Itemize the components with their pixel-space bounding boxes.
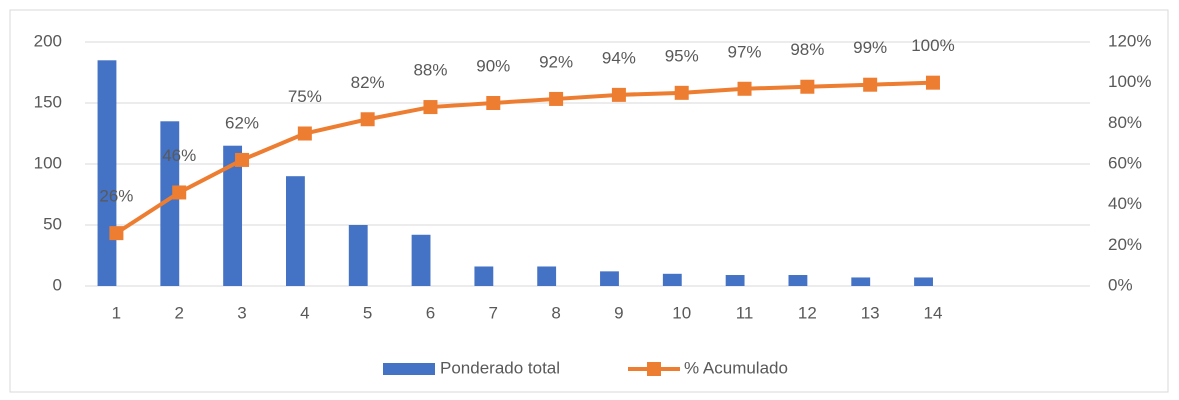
bar: [537, 266, 557, 286]
bar: [286, 176, 305, 286]
data-label: 88%: [413, 61, 447, 80]
data-label: 100%: [911, 36, 954, 55]
data-label: 82%: [351, 73, 385, 92]
y2-tick-label: 120%: [1108, 31, 1151, 50]
line-marker: [172, 185, 187, 200]
x-tick-label: 1: [112, 303, 121, 322]
data-label: 92%: [539, 52, 573, 71]
line-marker: [674, 85, 689, 100]
line-marker: [109, 226, 124, 241]
bar: [662, 273, 682, 286]
x-tick-label: 14: [924, 303, 943, 322]
y2-tick-label: 80%: [1108, 113, 1142, 132]
y-tick-label: 200: [34, 31, 62, 50]
bar: [474, 266, 494, 286]
line-marker: [925, 75, 940, 90]
x-tick-label: 10: [672, 303, 691, 322]
bar: [160, 121, 180, 286]
data-label: 99%: [853, 38, 887, 57]
line-marker: [737, 81, 752, 96]
line-marker: [863, 77, 878, 92]
legend-swatch: [647, 362, 661, 376]
data-label: 95%: [665, 46, 699, 65]
data-label: 90%: [476, 56, 510, 75]
x-tick-label: 9: [614, 303, 623, 322]
line-marker: [423, 100, 438, 115]
data-label: 97%: [728, 42, 762, 61]
line-marker: [360, 112, 375, 127]
x-tick-label: 8: [551, 303, 560, 322]
x-tick-label: 6: [426, 303, 435, 322]
y2-tick-label: 20%: [1108, 235, 1142, 254]
y-tick-label: 0: [53, 275, 62, 294]
chart-border: [9, 9, 1169, 393]
y2-tick-label: 60%: [1108, 153, 1142, 172]
y2-tick-label: 40%: [1108, 194, 1142, 213]
data-label: 46%: [162, 146, 196, 165]
legend-swatch: [383, 363, 435, 375]
x-tick-label: 2: [174, 303, 183, 322]
y-tick-label: 50: [43, 214, 62, 233]
bar: [725, 275, 745, 286]
y-tick-label: 100: [34, 153, 62, 172]
x-tick-label: 11: [736, 303, 754, 322]
y2-tick-label: 0%: [1108, 275, 1133, 294]
line: [115, 80, 934, 235]
x-tick-label: 4: [300, 303, 309, 322]
legend-label: % Acumulado: [684, 358, 788, 377]
bar: [600, 271, 619, 286]
bar: [851, 277, 871, 286]
bar: [223, 145, 243, 286]
line-marker: [235, 152, 250, 167]
data-label: 26%: [99, 187, 133, 206]
bar: [348, 225, 368, 286]
data-label: 75%: [288, 87, 322, 106]
legend-label: Ponderado total: [440, 358, 560, 377]
y-tick-label: 150: [34, 92, 62, 111]
line-marker: [297, 126, 312, 141]
data-label: 94%: [602, 48, 636, 67]
line-marker: [486, 96, 501, 110]
x-tick-label: 13: [861, 303, 880, 322]
line-marker: [611, 87, 626, 102]
line-marker: [800, 79, 815, 94]
x-tick-label: 12: [798, 303, 817, 322]
x-tick-label: 7: [489, 303, 498, 322]
x-tick-label: 5: [363, 303, 372, 322]
x-tick-label: 3: [237, 303, 246, 322]
data-label: 62%: [225, 113, 259, 132]
data-label: 98%: [790, 40, 824, 59]
y2-tick-label: 100%: [1108, 72, 1151, 91]
bar: [97, 60, 117, 286]
bar: [411, 234, 431, 286]
bar: [788, 275, 808, 286]
line-marker: [549, 91, 564, 106]
bar: [914, 277, 933, 286]
